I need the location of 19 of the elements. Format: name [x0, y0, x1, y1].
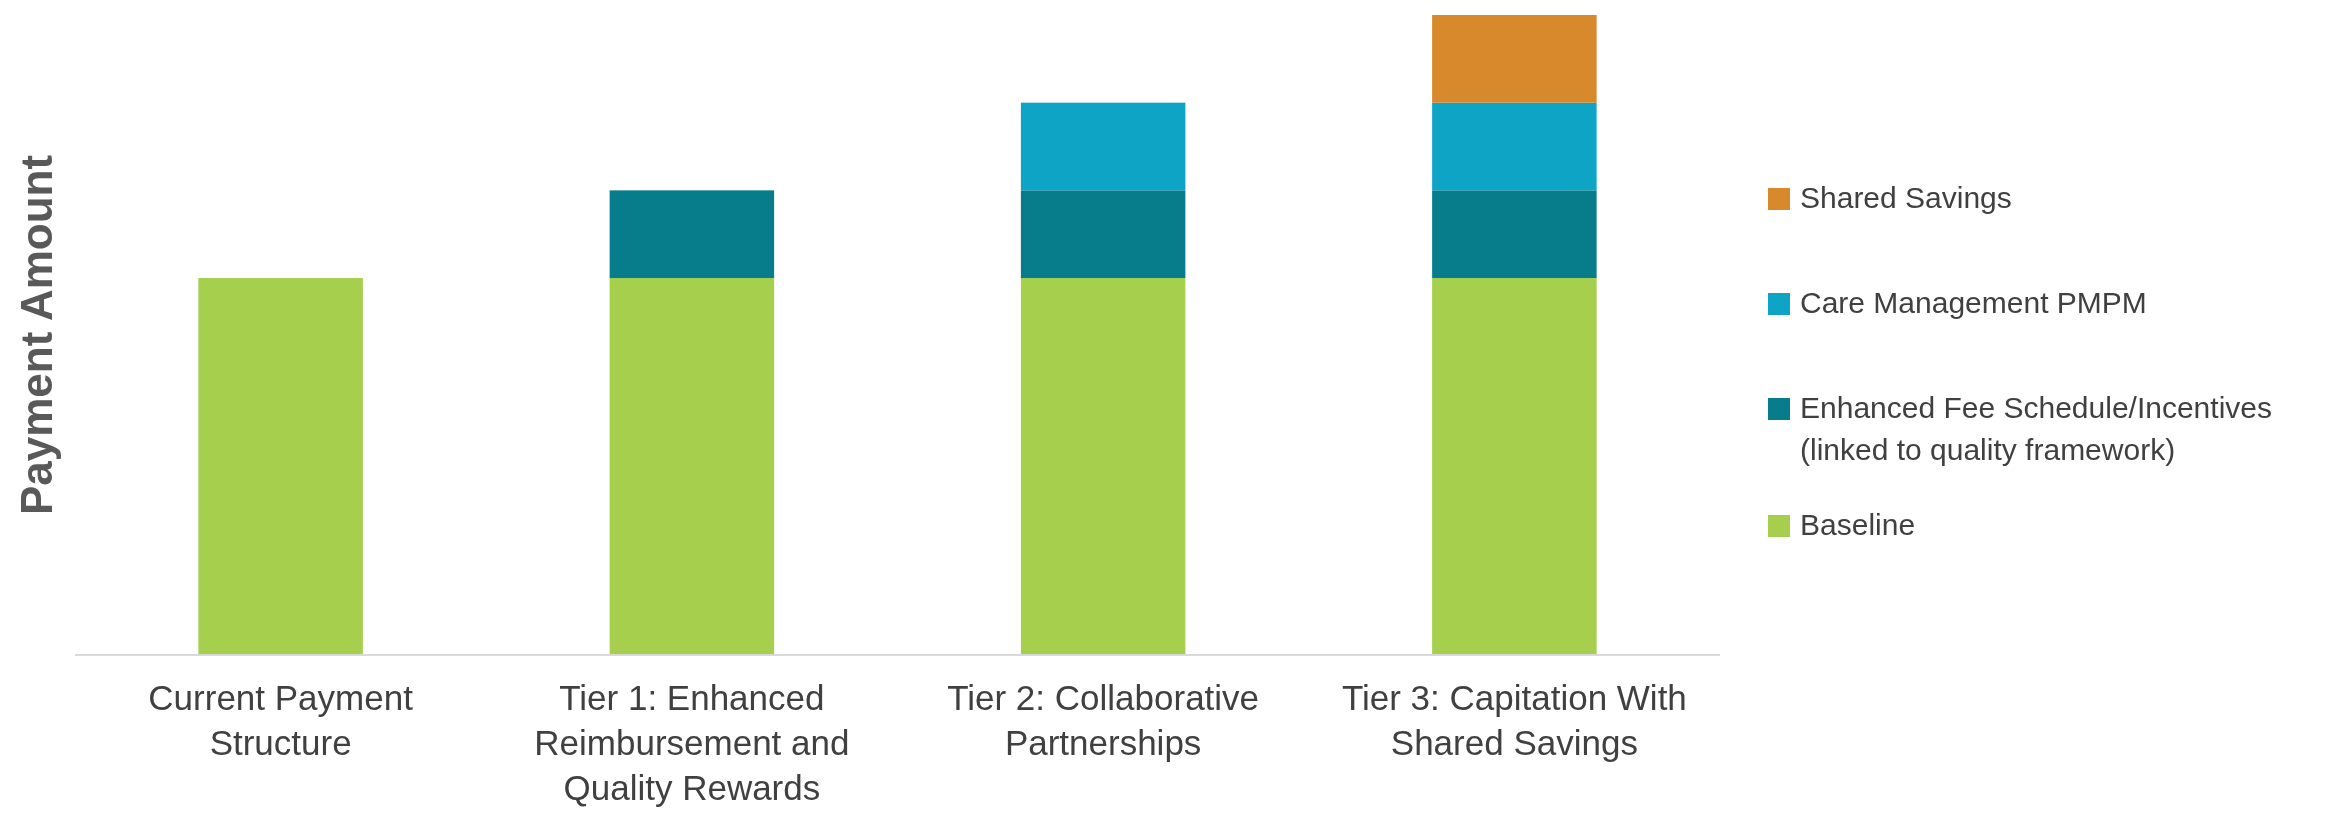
bar	[609, 190, 775, 279]
y-axis-title: Payment Amount	[12, 154, 61, 516]
bar	[1432, 102, 1597, 191]
legend-label: Enhanced Fee Schedule/Incentives (linked to quality framework)	[1800, 391, 2272, 466]
x-tick-label: Tier 1: Enhanced Reimbursement and Quality Rewards	[534, 678, 850, 807]
bar	[609, 278, 775, 655]
legend-label: Care Management PMPM	[1800, 286, 2147, 319]
bar	[1020, 278, 1186, 655]
bar	[1432, 15, 1597, 103]
legend-label: Shared Savings	[1800, 181, 2012, 214]
bar	[1432, 190, 1597, 279]
x-tick-label: Tier 2: Collaborative Partnerships	[947, 678, 1260, 762]
bar	[1020, 102, 1186, 191]
x-tick-label: Current Payment Structure	[148, 678, 414, 762]
bar	[1020, 190, 1186, 279]
bar	[198, 278, 363, 655]
x-tick-label: Tier 3: Capitation With Shared Savings	[1341, 678, 1687, 762]
legend-label: Baseline	[1800, 508, 1916, 541]
bar	[1432, 278, 1597, 655]
